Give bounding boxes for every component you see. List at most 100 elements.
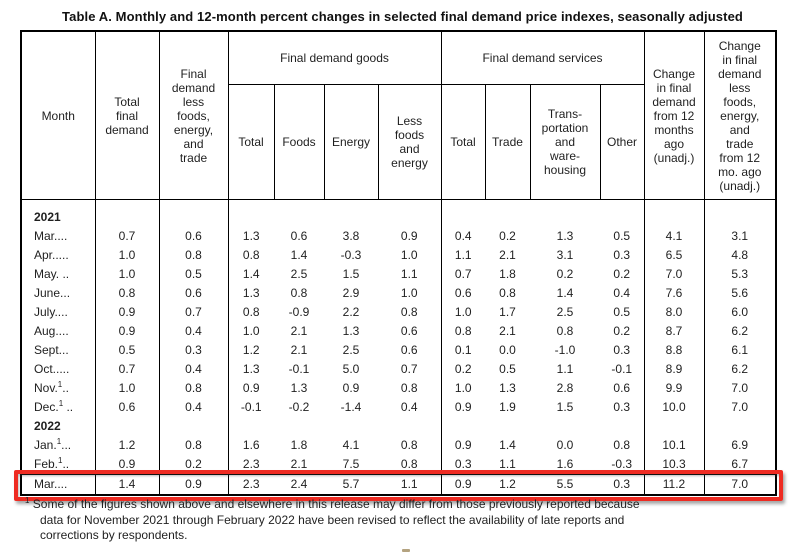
value-cell: 1.8 [290,438,308,452]
value-cell [94,199,159,208]
value-cell [227,199,274,208]
value-cell: 7.0 [703,379,776,398]
header-goods-energy: Energy [323,84,379,200]
footnote-marker: 1 [58,456,63,465]
table-row: Mar.... 0.7 0.6 1.3 0.6 3.8 0.9 0.4 0.2 1.3 0.5 4.1… [21,227,776,246]
value-cell: 6.9 [703,436,776,455]
value-cell: 0.5 [613,229,631,243]
value-cell [530,208,600,227]
value-cell: 0.3 [613,400,631,414]
value-cell: 6.2 [703,322,776,341]
month-label: Aug.... [34,324,69,338]
value-cell: 5.5 [530,474,600,495]
value-cell [158,208,228,227]
header-total-final-demand: Total final demand [94,30,160,200]
value-cell: 3.8 [342,229,360,243]
header-goods-foods: Foods [273,84,325,200]
month-label-dots: ... [61,438,72,452]
value-cell: 0.3 [158,341,228,360]
table-row: July.... 0.9 0.7 0.8 -0.9 2.2 0.8 1.0 1.7 2.5 0.5 8… [21,303,776,322]
value-cell: 0.9 [440,474,485,495]
value-cell: 0.3 [613,343,631,357]
value-cell: 6.7 [703,455,776,475]
value-cell [485,208,530,227]
value-cell: 1.7 [499,305,516,319]
value-cell: 2.1 [499,324,516,338]
table-row: Nov.1.. 1.0 0.8 0.9 1.3 0.9 0.8 1.0 1.3 2.8 0.6 9.9… [21,379,776,398]
value-cell: 6.1 [703,341,776,360]
value-cell: 0.3 [600,474,644,495]
value-cell [378,417,441,436]
value-cell: 1.4 [94,474,159,495]
value-cell: 8.7 [643,322,704,341]
month-label: Feb. [34,457,59,471]
value-cell: 0.8 [400,381,418,395]
month-label: Oct..... [34,362,70,376]
value-cell: 0.8 [227,246,274,265]
value-cell: 3.1 [703,227,776,246]
value-cell: 10.1 [643,436,704,455]
value-cell: 1.3 [342,324,360,338]
value-cell [530,200,600,209]
table-body: 2021 Mar.... 0.7 0.6 1.3 0.6 3.8 0.9 0.4 0.2 1.3 0.… [21,199,776,495]
year-row: 2022 [21,417,776,436]
value-cell: -1.0 [554,343,576,357]
value-cell: 0.6 [158,227,228,246]
value-cell: 1.8 [499,267,516,281]
value-cell [643,208,704,227]
value-cell: 0.2 [499,229,516,243]
table-row: June... 0.8 0.6 1.3 0.8 2.9 1.0 0.6 0.8 1.4 0.4 7.6… [21,284,776,303]
header-services-transportation: Trans- portation and ware- housing [529,84,601,200]
value-cell: 11.2 [643,474,704,495]
value-cell: 2.2 [342,305,360,319]
month-cell: 2021 [21,208,95,227]
value-cell [274,200,324,209]
header-change-12mo: Change in final demand from 12 months ag… [643,30,705,200]
value-cell: 0.9 [227,379,274,398]
value-cell [324,208,378,227]
value-cell: 0.8 [400,305,418,319]
value-cell [485,417,530,436]
stray-mark [402,549,410,552]
value-cell: 2.1 [499,248,516,262]
value-cell: 1.4 [227,265,274,284]
value-cell: 1.3 [499,381,516,395]
value-cell: 0.6 [94,398,159,417]
value-cell: 4.8 [703,246,776,265]
value-cell: 0.8 [400,457,418,471]
month-label: Apr..... [34,248,69,262]
value-cell: 0.9 [94,322,159,341]
value-cell [600,200,644,209]
value-cell [227,417,274,436]
header-services-total: Total [440,84,486,200]
month-label-dots: .. [63,400,74,414]
value-cell [274,417,324,436]
value-cell: 0.4 [158,360,228,379]
table-wrap: Month Total final demand Final demand le… [14,30,783,501]
value-cell: 1.0 [227,322,274,341]
value-cell [530,417,600,436]
value-cell: 1.2 [227,341,274,360]
value-cell: 0.7 [440,265,485,284]
value-cell: 0.7 [158,303,228,322]
value-cell [158,199,228,208]
value-cell: 7.0 [703,474,776,495]
value-cell: 5.3 [703,265,776,284]
value-cell [600,208,644,227]
value-cell [703,417,776,436]
value-cell: 1.1 [378,474,441,495]
header-month: Month [20,30,96,200]
value-cell: 1.3 [227,227,274,246]
header-group-services: Final demand services [440,30,645,85]
value-cell: 1.1 [499,457,516,471]
value-cell: 0.4 [400,400,418,414]
value-cell: 7.0 [643,265,704,284]
value-cell: 5.6 [703,284,776,303]
value-cell: 0.0 [556,438,574,452]
footnote-marker: 1 [25,496,30,505]
value-cell: -0.1 [227,398,274,417]
month-cell: Mar.... [21,474,95,495]
table-row: Apr..... 1.0 0.8 0.8 1.4 -0.3 1.0 1.1 2.1 3.1 0.3 6… [21,246,776,265]
value-cell: 0.9 [440,436,485,455]
value-cell: 2.4 [274,474,324,495]
